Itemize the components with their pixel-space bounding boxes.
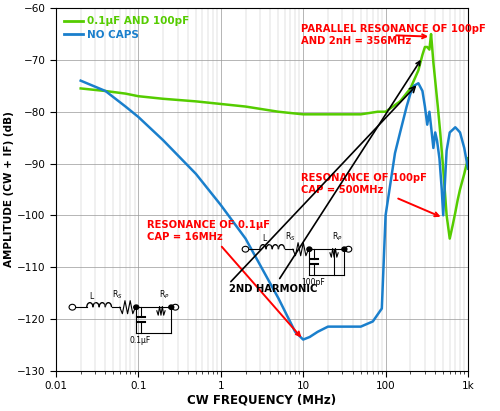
- Y-axis label: AMPLITUDE (CW + IF) (dB): AMPLITUDE (CW + IF) (dB): [4, 111, 14, 267]
- Text: R$_P$: R$_P$: [159, 288, 170, 301]
- Circle shape: [169, 305, 173, 309]
- Text: RESONANCE OF 100pF
CAP = 500MHz: RESONANCE OF 100pF CAP = 500MHz: [301, 173, 438, 216]
- Text: L: L: [89, 292, 93, 301]
- Text: RESONANCE OF 0.1μF
CAP = 16MHz: RESONANCE OF 0.1μF CAP = 16MHz: [146, 220, 300, 336]
- Circle shape: [134, 305, 138, 309]
- Text: R$_S$: R$_S$: [284, 230, 295, 242]
- Text: L: L: [262, 234, 266, 242]
- Text: PARALLEL RESONANCE OF 100pF
AND 2nH = 356MHz: PARALLEL RESONANCE OF 100pF AND 2nH = 35…: [301, 25, 486, 46]
- Circle shape: [342, 247, 347, 252]
- Legend: 0.1μF AND 100pF, NO CAPS: 0.1μF AND 100pF, NO CAPS: [61, 14, 192, 43]
- Text: 2ND HARMONIC: 2ND HARMONIC: [229, 61, 420, 293]
- X-axis label: CW FREQUENCY (MHz): CW FREQUENCY (MHz): [188, 394, 336, 407]
- Text: 0.1μF: 0.1μF: [130, 336, 151, 345]
- Text: 100pF: 100pF: [302, 278, 326, 287]
- Text: R$_S$: R$_S$: [112, 288, 122, 301]
- Text: R$_P$: R$_P$: [332, 230, 342, 242]
- Circle shape: [307, 247, 312, 252]
